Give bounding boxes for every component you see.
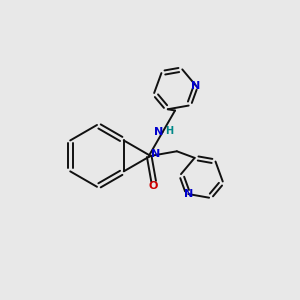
Text: N: N <box>184 189 193 199</box>
Text: N: N <box>191 81 200 91</box>
Text: H: H <box>165 126 173 136</box>
Text: N: N <box>151 149 160 159</box>
Text: N: N <box>154 127 164 136</box>
Text: O: O <box>149 181 158 191</box>
